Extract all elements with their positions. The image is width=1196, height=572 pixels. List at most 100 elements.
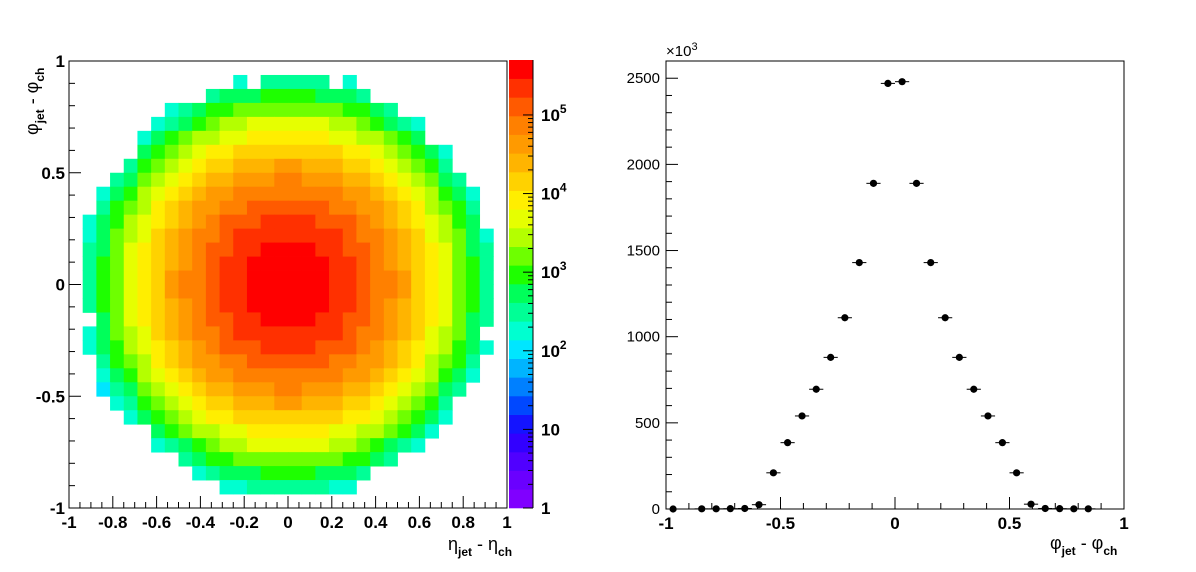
heatmap-cell: [424, 186, 439, 202]
heatmap-cell: [397, 186, 412, 202]
heatmap-cell: [411, 410, 426, 425]
heatmap-cell: [178, 340, 193, 355]
heatmap-cell: [123, 284, 138, 299]
heatmap-cell: [96, 368, 111, 383]
heatmap-cell: [315, 284, 330, 299]
heatmap-cell: [424, 424, 439, 439]
heatmap-cell: [438, 158, 453, 174]
heatmap-cell: [315, 396, 330, 411]
heatmap-cell: [397, 438, 412, 453]
heatmap-cell: [192, 424, 207, 439]
heatmap-cell: [151, 354, 166, 369]
heatmap-x-tick-label: 0.4: [364, 513, 388, 532]
heatmap-cell: [370, 326, 385, 341]
heatmap-cell: [411, 256, 426, 271]
heatmap-x-axis-title-main: η: [448, 534, 458, 554]
heatmap-cell: [452, 200, 467, 216]
heatmap-cell: [137, 326, 152, 341]
color-scale-band: [509, 284, 533, 303]
heatmap-cell: [233, 116, 248, 132]
heatmap-cell: [246, 214, 262, 230]
heatmap-cell: [110, 172, 125, 188]
heatmap-cell: [219, 130, 234, 146]
heatmap-cell: [110, 256, 125, 271]
heatmap-cell: [178, 326, 193, 341]
heatmap-cell: [356, 326, 371, 341]
heatmap-cell: [274, 256, 289, 271]
heatmap-cell: [397, 326, 412, 341]
heatmap-cell: [260, 172, 275, 188]
heatmap-cell: [123, 326, 138, 341]
heatmap-cell: [164, 228, 179, 243]
profile-y-multiplier: ×103: [666, 41, 698, 60]
heatmap-cell: [178, 396, 193, 411]
heatmap-cell: [137, 410, 152, 425]
heatmap-cell: [178, 158, 193, 174]
heatmap-cell: [123, 228, 138, 243]
color-scale-tick-exponent: 5: [560, 102, 567, 116]
heatmap-cell: [205, 368, 220, 383]
heatmap-cell: [315, 326, 330, 341]
heatmap-cell: [356, 158, 371, 174]
profile-y-multiplier-base: ×10: [666, 43, 691, 60]
profile-point: [984, 412, 992, 420]
heatmap-cell: [301, 158, 316, 174]
heatmap-cell: [397, 214, 412, 230]
heatmap-cell: [192, 130, 207, 146]
heatmap-cell: [315, 480, 330, 495]
heatmap-cell: [329, 410, 344, 425]
heatmap-cell: [178, 354, 193, 369]
heatmap-cell: [288, 200, 303, 216]
heatmap-cell: [274, 200, 289, 216]
heatmap-cell: [151, 410, 166, 425]
heatmap-cell: [356, 130, 371, 146]
heatmap-cell: [82, 340, 97, 355]
heatmap-cell: [329, 382, 344, 397]
heatmap-cell: [164, 354, 179, 369]
heatmap-y-tick-label: -1: [50, 499, 65, 518]
heatmap-cell: [342, 312, 357, 327]
heatmap-cell: [192, 200, 207, 216]
heatmap-cell: [246, 382, 262, 397]
heatmap-cell: [452, 172, 467, 188]
heatmap-cell: [329, 214, 344, 230]
heatmap-cell: [356, 144, 371, 160]
heatmap-cell: [356, 438, 371, 453]
heatmap-cell: [219, 396, 234, 411]
heatmap-cell: [192, 368, 207, 383]
heatmap-cell: [370, 340, 385, 355]
heatmap-cell: [383, 144, 398, 160]
heatmap-cell: [178, 242, 193, 257]
heatmap-cell: [151, 256, 166, 271]
heatmap-cell: [397, 354, 412, 369]
heatmap-cell: [260, 438, 275, 453]
heatmap-cell: [342, 158, 357, 174]
heatmap-cell: [465, 270, 481, 285]
heatmap-cell: [205, 298, 220, 313]
heatmap-cell: [383, 200, 398, 216]
heatmap-cell: [370, 242, 385, 257]
heatmap-cell: [137, 144, 152, 160]
heatmap-cell: [205, 284, 220, 299]
heatmap-cell: [356, 368, 371, 383]
heatmap-cell: [329, 368, 344, 383]
heatmap-cell: [192, 340, 207, 355]
heatmap-cell: [274, 130, 289, 146]
heatmap-cell: [205, 424, 220, 439]
heatmap-cell: [315, 88, 330, 104]
heatmap-x-tick-label: 0.2: [320, 513, 344, 532]
heatmap-cell: [246, 312, 262, 327]
heatmap-cell: [137, 242, 152, 257]
heatmap-cell: [233, 284, 248, 299]
heatmap-cell: [479, 312, 494, 327]
heatmap-cell: [288, 102, 303, 118]
heatmap-cell: [479, 340, 494, 355]
color-scale-band: [509, 452, 533, 471]
heatmap-cell: [219, 452, 234, 467]
heatmap-cell: [370, 214, 385, 230]
heatmap-cell: [164, 214, 179, 230]
heatmap-cell: [192, 256, 207, 271]
heatmap-cell: [424, 242, 439, 257]
heatmap-cell: [151, 312, 166, 327]
heatmap-cell: [192, 354, 207, 369]
